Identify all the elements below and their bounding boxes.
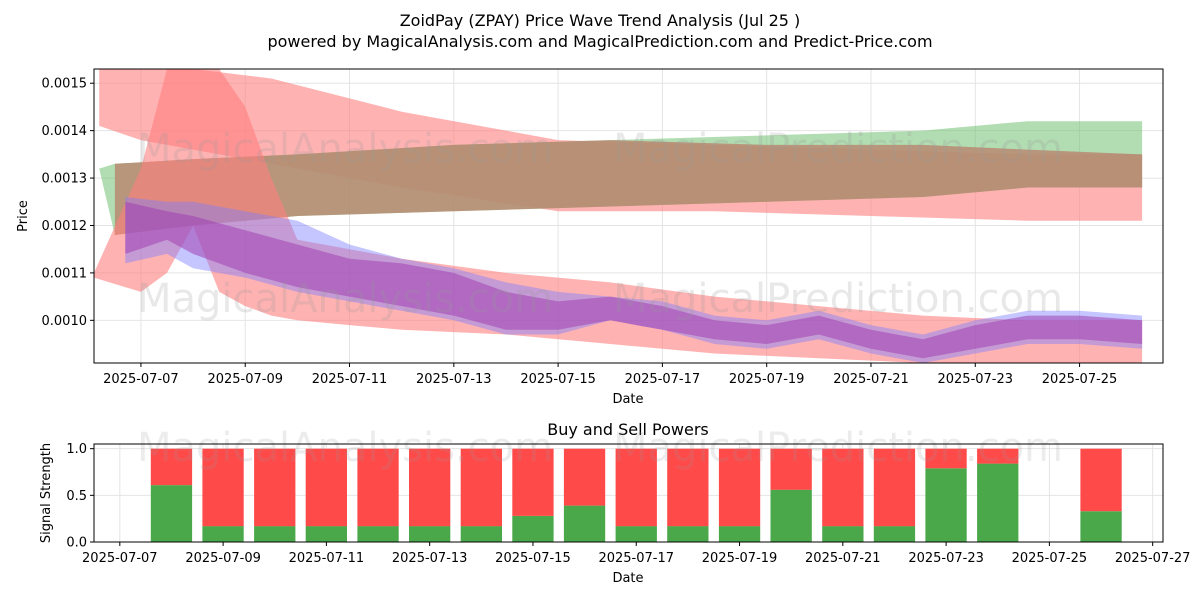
price-y-tick-label: 0.0013 [42,172,88,187]
sell-bar-2025-07-10 [254,448,296,527]
signal-bars [150,448,1122,542]
signal-x-tick-label: 2025-07-23 [908,551,984,566]
signal-x-tick-label: 2025-07-21 [805,551,881,566]
signal-plot-frame [93,443,1164,543]
signal-y-tick-label: 0.0 [66,536,87,551]
signal-x-tick-label: 2025-07-17 [598,551,674,566]
buy-bar-2025-07-08 [150,485,193,542]
sell-bar-2025-07-23 [925,448,967,469]
signal-y-tick-label: 1.0 [66,442,87,457]
sell-bar-2025-07-20 [770,448,812,490]
sell-bar-2025-07-12 [357,448,399,527]
signal-chart-title: Buy and Sell Powers [547,420,709,439]
price-x-tick-label: 2025-07-11 [312,372,388,387]
sell-bar-2025-07-14 [460,448,502,527]
sell-bar-2025-07-13 [409,448,451,527]
buy-bar-2025-07-09 [202,526,244,542]
sell-bar-2025-07-11 [305,448,347,527]
signal-x-tick-label: 2025-07-11 [289,551,365,566]
buy-bar-2025-07-19 [718,526,761,542]
price-y-tick-label: 0.0012 [42,219,88,234]
price-y-tick-label: 0.0015 [42,77,88,92]
buy-bar-2025-07-18 [667,526,709,542]
buy-bar-2025-07-23 [925,468,967,542]
buy-bar-2025-07-17 [615,526,657,542]
signal-y-ticks: 0.0 0.5 1.0 [66,442,94,551]
sell-bar-2025-07-19 [718,448,761,527]
price-x-tick-label: 2025-07-23 [937,372,1013,387]
sell-bar-2025-07-24 [977,448,1019,464]
signal-x-tick-label: 2025-07-07 [82,551,158,566]
buy-bar-2025-07-12 [357,526,399,542]
buy-bar-2025-07-13 [409,526,451,542]
watermark-prediction-1: MagicalPrediction.com [613,126,1063,172]
buy-bar-2025-07-16 [563,505,606,542]
watermark-prediction-2: MagicalPrediction.com [613,276,1063,322]
band-purple-wave [125,201,1143,359]
price-x-tick-label: 2025-07-19 [729,372,805,387]
signal-x-axis-label: Date [612,571,643,586]
buy-bar-2025-07-26 [1080,511,1122,542]
price-x-tick-label: 2025-07-07 [103,372,179,387]
price-x-tick-label: 2025-07-25 [1042,372,1118,387]
signal-y-axis-label: Signal Strength [39,443,54,543]
sell-bar-2025-07-16 [563,448,606,506]
signal-chart: Buy and Sell Powers MagicalAnalysis.com … [39,420,1190,586]
price-x-tick-label: 2025-07-21 [833,372,909,387]
price-y-axis-label: Price [16,200,31,232]
price-x-tick-label: 2025-07-17 [625,372,701,387]
price-plot-frame [93,68,1164,364]
signal-x-tick-label: 2025-07-25 [1012,551,1088,566]
buy-bar-2025-07-15 [512,515,554,542]
price-bands [94,69,1143,363]
buy-bar-2025-07-22 [873,526,916,542]
signal-x-tick-label: 2025-07-19 [702,551,778,566]
price-x-ticks: 2025-07-07 2025-07-09 2025-07-11 2025-07-13… [103,363,1117,387]
price-x-axis-label: Date [612,392,643,407]
sell-bar-2025-07-09 [202,448,244,527]
watermark-analysis-3: MagicalAnalysis.com [137,425,553,471]
signal-x-tick-label: 2025-07-15 [495,551,571,566]
sell-bar-2025-07-08 [150,448,193,486]
buy-bar-2025-07-21 [822,526,864,542]
price-chart: MagicalAnalysis.com MagicalPrediction.co… [16,68,1164,407]
signal-y-tick-label: 0.5 [66,489,87,504]
watermark-prediction-3: MagicalPrediction.com [613,425,1063,471]
watermark-analysis-2: MagicalAnalysis.com [137,276,553,322]
buy-bar-2025-07-24 [977,463,1019,542]
price-x-tick-label: 2025-07-13 [416,372,492,387]
watermark-analysis-1: MagicalAnalysis.com [137,126,553,172]
price-x-tick-label: 2025-07-15 [520,372,596,387]
price-y-ticks: 0.0010 0.0011 0.0012 0.0013 0.0014 0.0015 [42,77,94,329]
sell-bar-2025-07-21 [822,448,864,527]
sell-bar-2025-07-17 [615,448,657,527]
price-y-tick-label: 0.0010 [42,314,88,329]
price-y-tick-label: 0.0011 [42,266,88,281]
band-upper-brown [114,140,1143,235]
sell-bar-2025-07-22 [873,448,916,527]
signal-x-tick-label: 2025-07-13 [392,551,468,566]
signal-x-ticks: 2025-07-07 2025-07-09 2025-07-11 2025-07-13… [82,542,1190,566]
sell-bar-2025-07-15 [512,448,554,516]
signal-x-tick-label: 2025-07-27 [1115,551,1191,566]
signal-x-tick-label: 2025-07-09 [185,551,261,566]
price-y-tick-label: 0.0014 [42,124,88,139]
price-x-tick-label: 2025-07-09 [207,372,283,387]
sell-bar-2025-07-26 [1080,448,1122,512]
figure-title: ZoidPay (ZPAY) Price Wave Trend Analysis… [400,11,801,30]
buy-bar-2025-07-14 [460,526,502,542]
sell-bar-2025-07-18 [667,448,709,527]
buy-bar-2025-07-11 [305,526,347,542]
figure-subtitle: powered by MagicalAnalysis.com and Magic… [267,32,932,51]
buy-bar-2025-07-10 [254,526,296,542]
buy-bar-2025-07-20 [770,489,812,542]
